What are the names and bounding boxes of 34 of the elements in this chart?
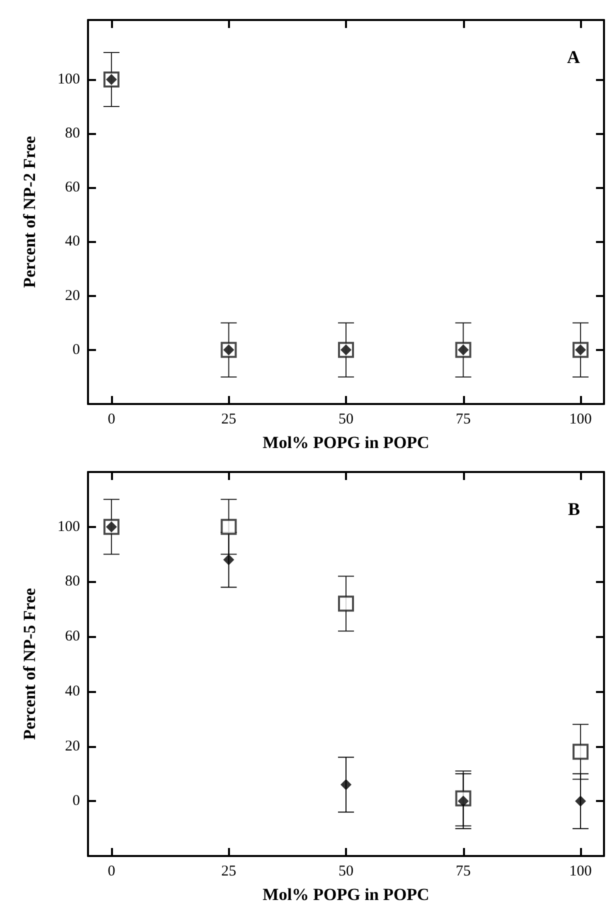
x-axis-title: Mol% POPG in POPC (262, 885, 430, 904)
point (575, 796, 586, 807)
x-tick-label: 25 (221, 864, 236, 880)
y-tick-label: 60 (65, 180, 80, 196)
x-tick-label: 25 (221, 412, 236, 428)
point (340, 779, 352, 790)
x-tick-label: 0 (108, 864, 116, 880)
x-axis-title: Mol% POPG in POPC (262, 433, 430, 452)
x-tick-label: 100 (569, 864, 592, 880)
y-tick-label: 20 (65, 288, 80, 304)
y-tick-label: 0 (72, 793, 80, 810)
y-tick-label: 40 (65, 234, 80, 250)
annotation: A (567, 47, 580, 67)
point (338, 596, 354, 612)
point (572, 744, 589, 760)
x-tick-label: 75 (456, 864, 471, 880)
y-axis-title: Percent of NP-5 Free (20, 588, 39, 740)
y-tick-label: 20 (65, 738, 80, 754)
y-tick-label: 60 (65, 628, 80, 645)
y-tick-label: 80 (65, 126, 80, 142)
annotation: B (568, 499, 580, 519)
x-tick-label: 0 (108, 412, 116, 428)
x-tick-label: 50 (338, 412, 354, 428)
y-axis-title: Percent of NP-2 Free (20, 136, 39, 288)
point (223, 554, 234, 566)
y-tick-label: 0 (72, 342, 80, 358)
x-tick-label: 50 (338, 864, 354, 880)
y-tick-label: 40 (65, 683, 80, 700)
x-tick-label: 100 (569, 412, 592, 428)
y-tick-label: 100 (58, 71, 80, 88)
y-tick-label: 100 (58, 518, 80, 535)
point (220, 518, 237, 535)
x-tick-label: 75 (456, 412, 471, 428)
y-tick-label: 80 (65, 574, 80, 590)
